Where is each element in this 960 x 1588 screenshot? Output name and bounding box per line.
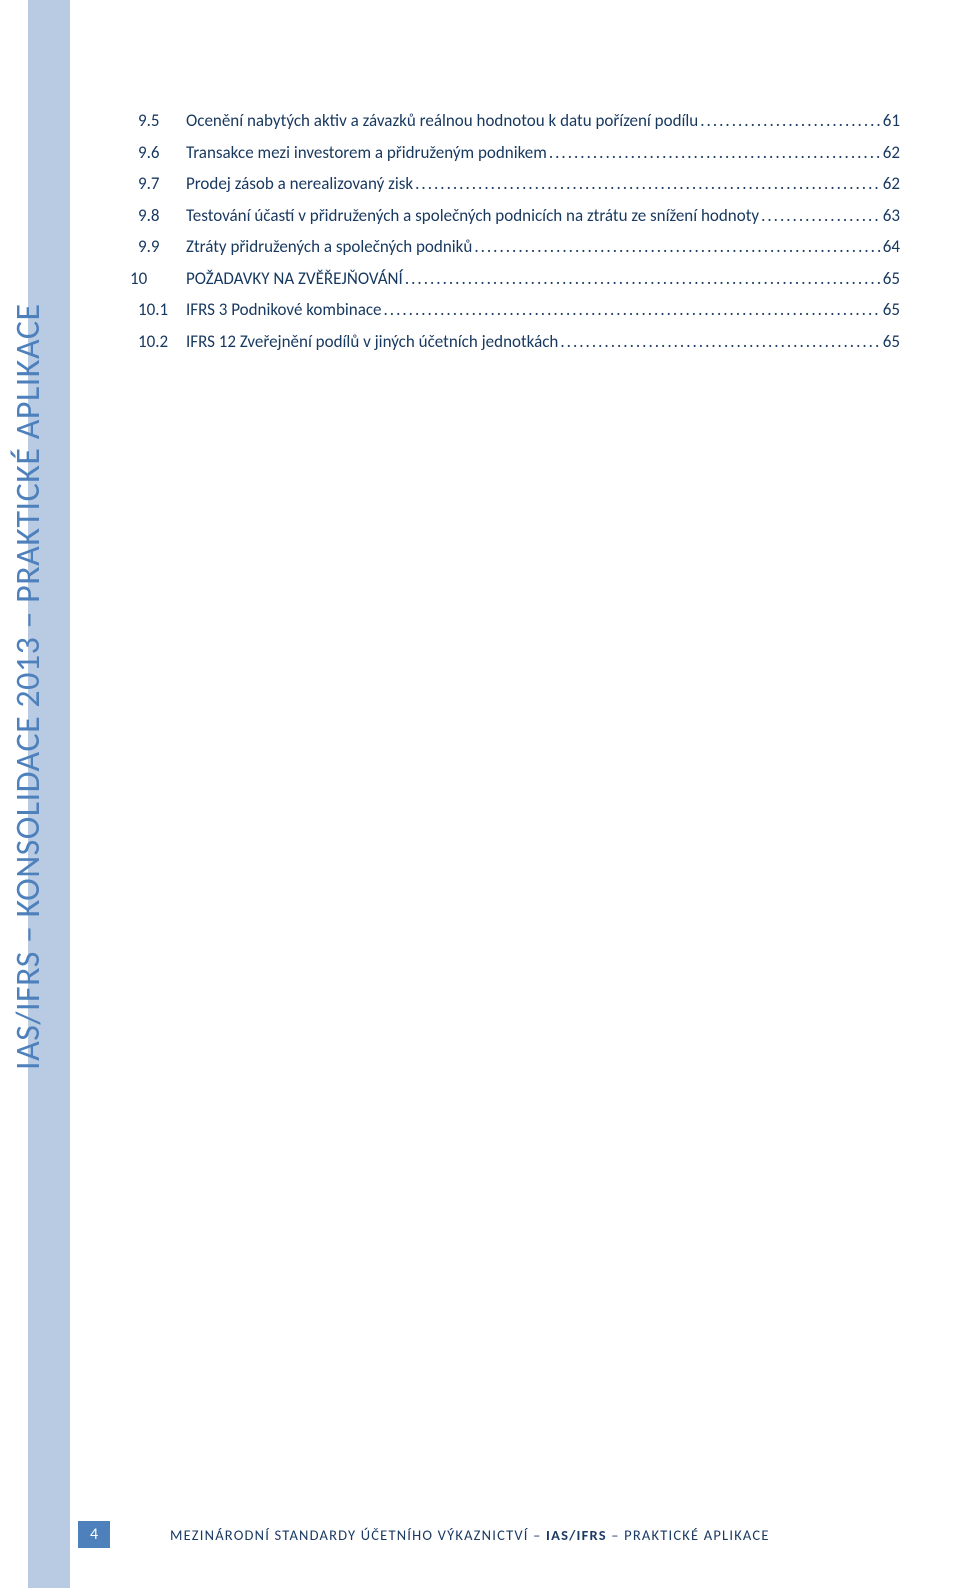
toc-number: 9.9: [130, 234, 186, 260]
toc-entry: 9.5 Ocenění nabytých aktiv a závazků reá…: [130, 108, 900, 134]
toc-title: Transakce mezi investorem a přidruženým …: [186, 140, 547, 166]
toc-number: 9.7: [130, 171, 186, 197]
toc-title: IFRS 12 Zveřejnění podílů v jiných účetn…: [186, 329, 558, 355]
toc-title: Ztráty přidružených a společných podniků: [186, 234, 472, 260]
toc-title: Ocenění nabytých aktiv a závazků reálnou…: [186, 108, 698, 134]
toc-entry: 10.2 IFRS 12 Zveřejnění podílů v jiných …: [130, 329, 900, 355]
toc-title: IFRS 3 Podnikové kombinace: [186, 297, 382, 323]
footer-text-plain2: PRAKTICKÉ APLIKACE: [624, 1526, 770, 1544]
toc-leader-dots: [403, 266, 881, 292]
toc-number: 9.5: [130, 108, 186, 134]
toc-page: 63: [881, 203, 900, 229]
toc-chapter-entry: 10 POŽADAVKY NA ZVĚŘEJŇOVÁNÍ 65: [130, 266, 900, 292]
toc-page: 61: [881, 108, 900, 134]
toc-number: 9.6: [130, 140, 186, 166]
toc-page: 65: [881, 297, 900, 323]
table-of-contents: 9.5 Ocenění nabytých aktiv a závazků reá…: [130, 108, 900, 360]
toc-entry: 10.1 IFRS 3 Podnikové kombinace 65: [130, 297, 900, 323]
page-footer: 4 MEZINÁRODNÍ STANDARDY ÚČETNÍHO VÝKAZNI…: [0, 1508, 960, 1548]
toc-page: 65: [881, 266, 900, 292]
footer-text-plain: MEZINÁRODNÍ STANDARDY ÚČETNÍHO VÝKAZNICT…: [170, 1526, 546, 1544]
toc-number: 9.8: [130, 203, 186, 229]
toc-leader-dots: [472, 234, 880, 260]
toc-leader-dots: [547, 140, 881, 166]
vertical-side-title: IAS/IFRS – KONSOLIDACE 2013 – PRAKTICKÉ …: [8, 303, 49, 1070]
toc-leader-dots: [558, 329, 880, 355]
toc-title: Prodej zásob a nerealizovaný zisk: [186, 171, 413, 197]
footer-text-sep: –: [607, 1526, 624, 1544]
toc-title: POŽADAVKY NA ZVĚŘEJŇOVÁNÍ: [186, 266, 403, 292]
toc-leader-dots: [382, 297, 881, 323]
toc-number: 10: [130, 266, 186, 292]
toc-entry: 9.9 Ztráty přidružených a společných pod…: [130, 234, 900, 260]
footer-text-bold: IAS/IFRS: [546, 1526, 607, 1544]
toc-entry: 9.8 Testování účastí v přidružených a sp…: [130, 203, 900, 229]
toc-page: 62: [881, 140, 900, 166]
page-number-badge: 4: [78, 1521, 110, 1548]
toc-title: Testování účastí v přidružených a společ…: [186, 203, 759, 229]
footer-text: MEZINÁRODNÍ STANDARDY ÚČETNÍHO VÝKAZNICT…: [170, 1526, 770, 1544]
toc-entry: 9.6 Transakce mezi investorem a přidruže…: [130, 140, 900, 166]
toc-number: 10.1: [130, 297, 186, 323]
toc-page: 62: [881, 171, 900, 197]
toc-page: 64: [881, 234, 900, 260]
toc-entry: 9.7 Prodej zásob a nerealizovaný zisk 62: [130, 171, 900, 197]
toc-page: 65: [881, 329, 900, 355]
toc-number: 10.2: [130, 329, 186, 355]
toc-leader-dots: [759, 203, 881, 229]
toc-leader-dots: [413, 171, 881, 197]
toc-leader-dots: [698, 108, 881, 134]
